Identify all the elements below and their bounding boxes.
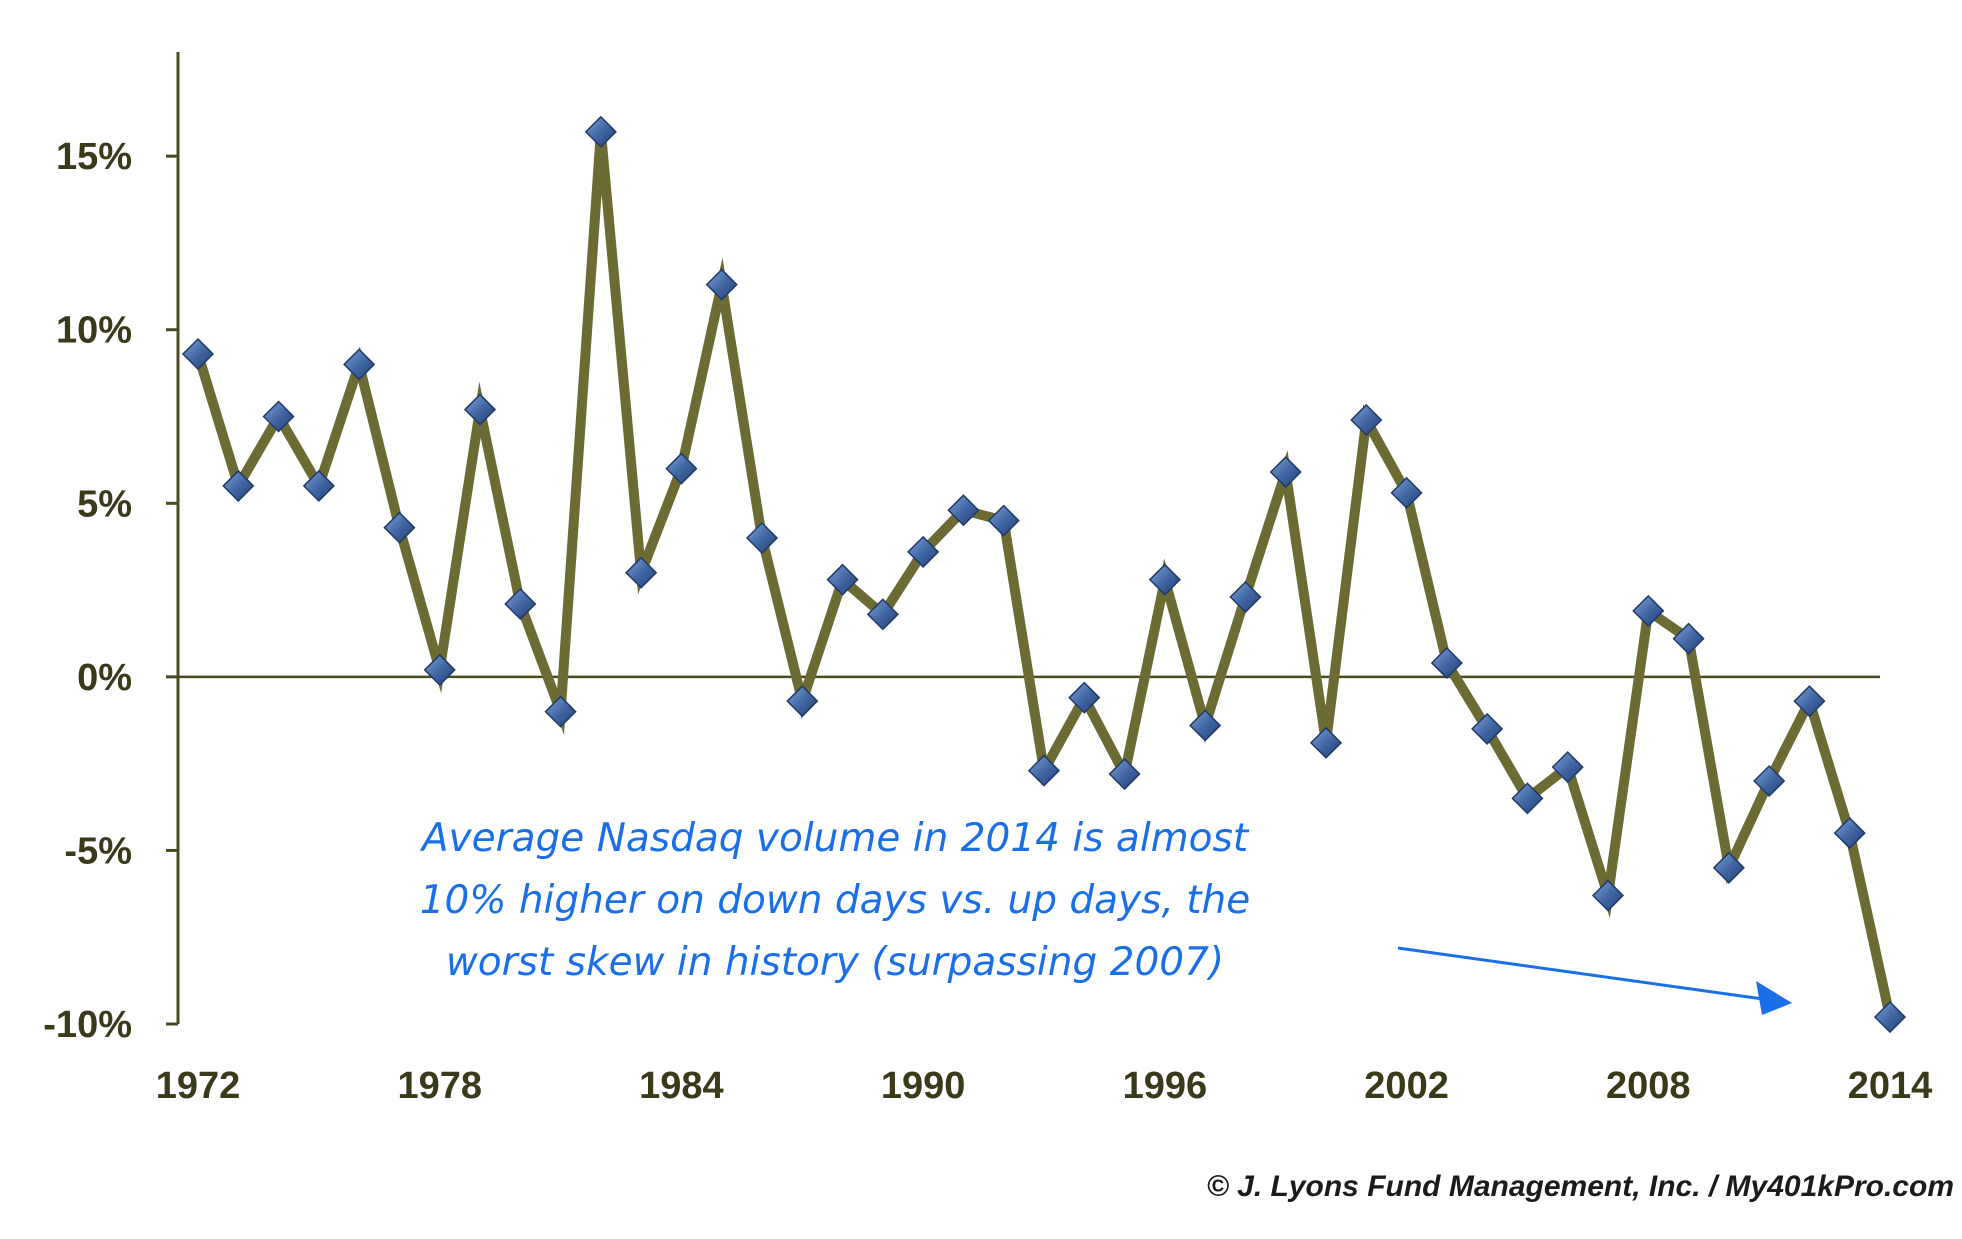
data-point-marker: [1068, 681, 1101, 714]
data-point-marker: [544, 695, 577, 728]
x-tick-label: 1978: [397, 1065, 482, 1107]
data-point-marker: [907, 535, 940, 568]
data-point-marker: [1712, 851, 1745, 884]
data-point-marker: [745, 521, 779, 555]
x-tick-label: 1996: [1123, 1065, 1208, 1107]
annotation-line-2: 10% higher on down days vs. up days, the: [419, 878, 1251, 923]
data-point-marker: [1430, 646, 1463, 680]
data-point-marker: [1350, 403, 1383, 437]
x-tick-label: 1972: [156, 1065, 241, 1107]
data-point-marker: [1390, 476, 1423, 509]
data-point-marker: [1833, 817, 1866, 850]
data-point-marker: [262, 400, 295, 433]
y-tick-label: -10%: [43, 1004, 132, 1046]
data-point-marker: [1108, 757, 1141, 791]
data-point-marker: [786, 685, 819, 718]
y-tick-label: 5%: [77, 483, 132, 525]
x-tick-label: 1990: [881, 1065, 966, 1107]
data-point-marker: [1551, 751, 1584, 784]
data-point-marker: [1309, 726, 1343, 759]
data-point-marker: [343, 348, 376, 381]
data-point-marker: [1189, 709, 1222, 742]
data-point-marker: [1793, 685, 1826, 718]
x-tick-label: 2008: [1606, 1065, 1691, 1107]
data-point-marker: [665, 452, 698, 485]
data-point-marker: [1148, 563, 1181, 596]
y-tick-label: 0%: [77, 657, 132, 699]
x-tick-label: 2002: [1364, 1065, 1449, 1107]
annotation-arrow: [1397, 946, 1792, 1015]
data-point-marker: [423, 653, 456, 686]
arrow-head: [1756, 981, 1792, 1015]
tick-labels: -10% -5% 0% 5% 10% 15% 1972 1978 1984 1990 1996 200…: [43, 136, 1932, 1107]
data-point-marker: [1471, 712, 1504, 745]
data-point-marker: [947, 494, 980, 527]
data-point-marker: [1229, 580, 1262, 614]
marker-layer: [181, 115, 1907, 1034]
data-point-marker: [1753, 764, 1786, 798]
annotation-text: Average Nasdaq volume in 2014 is almost …: [360, 808, 1310, 994]
data-point-marker: [584, 115, 617, 148]
copyright-notice: © J. Lyons Fund Management, Inc. / My401…: [1206, 1170, 1954, 1203]
arrow-shaft: [1397, 946, 1771, 1002]
y-tick-label: 10%: [56, 310, 132, 352]
data-point-marker: [1027, 754, 1061, 787]
data-point-marker: [383, 511, 416, 544]
data-point-marker: [463, 393, 497, 426]
x-tick-label: 2014: [1848, 1065, 1933, 1107]
x-tick-label: 1984: [639, 1065, 724, 1107]
data-point-marker: [866, 598, 899, 631]
annotation-line-1: Average Nasdaq volume in 2014 is almost: [421, 816, 1249, 861]
data-point-marker: [1873, 1000, 1907, 1034]
data-point-marker: [181, 337, 215, 371]
data-point-marker: [1672, 622, 1705, 655]
data-point-marker: [1511, 782, 1544, 815]
data-point-marker: [987, 504, 1020, 537]
data-point-marker: [504, 587, 537, 621]
data-point-marker: [1632, 594, 1665, 627]
data-point-marker: [1269, 455, 1302, 489]
data-point-marker: [1591, 879, 1625, 912]
data-point-marker: [625, 556, 658, 589]
data-point-marker: [826, 563, 859, 596]
data-point-marker: [705, 268, 738, 301]
y-tick-label: -5%: [64, 830, 132, 872]
data-point-marker: [302, 469, 335, 502]
y-tick-label: 15%: [56, 136, 132, 178]
annotation-line-3: worst skew in history (surpassing 2007): [445, 940, 1225, 985]
data-point-marker: [222, 469, 255, 502]
